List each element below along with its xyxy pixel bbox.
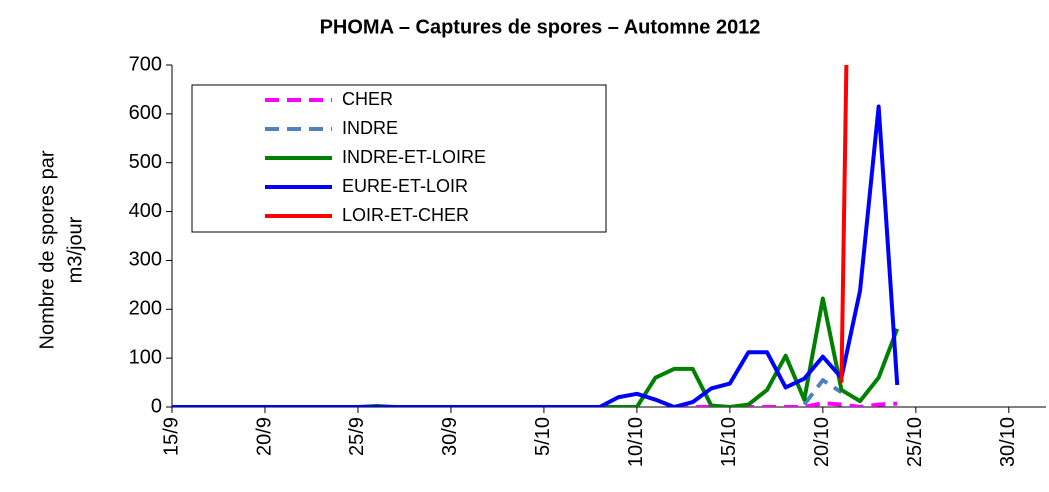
series-line (839, 65, 849, 383)
y-axis-label: m3/jour (64, 216, 86, 283)
y-tick-label: 600 (129, 102, 162, 124)
legend-label: EURE-ET-LOIR (342, 176, 468, 196)
legend-label: INDRE-ET-LOIRE (342, 147, 486, 167)
x-tick-label: 10/10 (625, 417, 647, 467)
x-tick-label: 15/9 (160, 417, 182, 456)
series-line (802, 378, 843, 406)
x-tick-label: 20/9 (253, 417, 275, 456)
y-tick-label: 700 (129, 53, 162, 75)
y-tick-label: 100 (129, 346, 162, 368)
y-tick-label: 400 (129, 200, 162, 222)
series-line (172, 104, 900, 407)
y-tick-label: 0 (151, 395, 162, 417)
legend-label: CHER (342, 89, 393, 109)
x-tick-label: 15/10 (718, 417, 740, 467)
x-tick-label: 25/9 (346, 417, 368, 456)
x-tick-label: 30/9 (439, 417, 461, 456)
plot-area (172, 65, 900, 407)
series-line (172, 296, 900, 407)
chart-title: PHOMA – Captures de spores – Automne 201… (320, 16, 761, 38)
y-tick-label: 300 (129, 249, 162, 271)
y-tick-label: 500 (129, 151, 162, 173)
x-tick-label: 30/10 (997, 417, 1019, 467)
legend-box (191, 84, 607, 233)
y-axis-label: Nombre de spores par (36, 150, 58, 349)
series-line (674, 401, 898, 407)
legend-label: LOIR-ET-CHER (342, 205, 469, 225)
legend-label: INDRE (342, 118, 398, 138)
x-tick-label: 25/10 (904, 417, 926, 467)
x-tick-label: 5/10 (532, 417, 554, 456)
x-tick-label: 20/10 (811, 417, 833, 467)
y-tick-label: 200 (129, 298, 162, 320)
